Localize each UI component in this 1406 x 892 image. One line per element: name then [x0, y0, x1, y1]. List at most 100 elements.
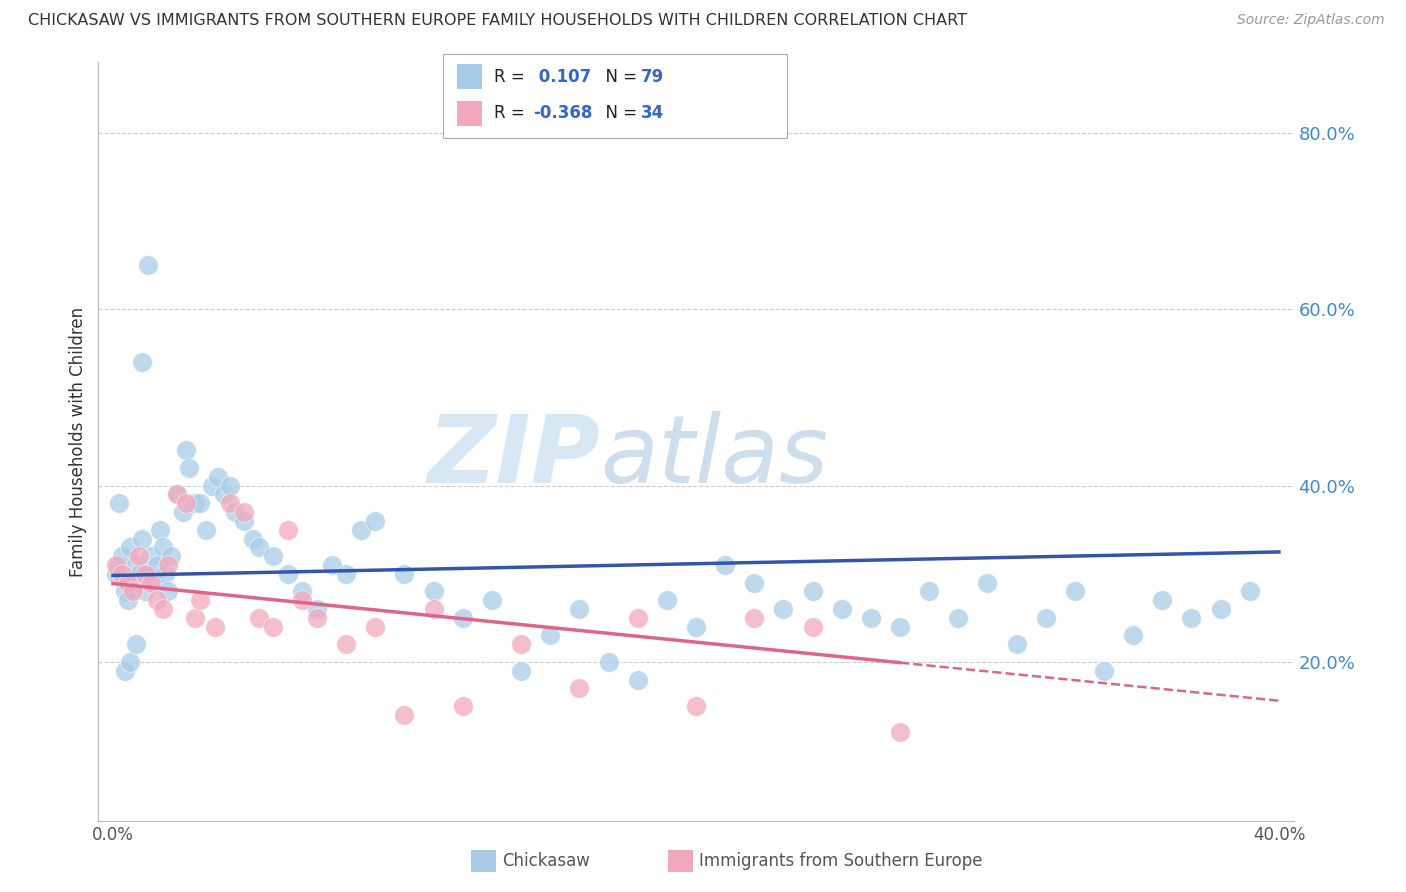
Point [627, 611, 650, 625]
Point [174, 443, 197, 458]
Point [1064, 584, 1087, 599]
Point [134, 584, 156, 599]
Point [108, 558, 131, 572]
Point [1122, 628, 1144, 642]
Point [218, 496, 240, 510]
Point [120, 541, 142, 555]
Point [242, 532, 264, 546]
Y-axis label: Family Households with Children: Family Households with Children [69, 307, 87, 576]
Point [510, 664, 533, 678]
Point [142, 575, 165, 590]
Point [291, 593, 314, 607]
Point [889, 725, 911, 739]
Point [172, 505, 194, 519]
Point [1239, 584, 1261, 599]
Point [218, 478, 240, 492]
Point [262, 549, 284, 563]
Point [422, 584, 444, 599]
Point [145, 593, 167, 607]
Point [183, 611, 205, 625]
Point [111, 549, 134, 563]
Point [350, 523, 373, 537]
Point [149, 523, 172, 537]
Point [111, 566, 134, 581]
Point [291, 584, 314, 599]
Point [128, 566, 150, 581]
Point [305, 611, 328, 625]
Text: N =: N = [595, 104, 643, 122]
Point [538, 628, 561, 642]
Point [889, 620, 911, 634]
Point [152, 541, 174, 555]
Point [155, 566, 177, 581]
Point [685, 620, 707, 634]
Point [166, 487, 188, 501]
Point [247, 541, 270, 555]
Point [131, 355, 153, 369]
Text: -0.368: -0.368 [533, 104, 592, 122]
Text: 34: 34 [641, 104, 665, 122]
Point [364, 514, 387, 528]
Point [120, 655, 142, 669]
Point [108, 496, 131, 510]
Point [394, 566, 416, 581]
Point [627, 673, 650, 687]
Point [422, 602, 444, 616]
Text: CHICKASAW VS IMMIGRANTS FROM SOUTHERN EUROPE FAMILY HOUSEHOLDS WITH CHILDREN COR: CHICKASAW VS IMMIGRANTS FROM SOUTHERN EU… [28, 13, 967, 29]
Point [131, 532, 153, 546]
Point [1035, 611, 1057, 625]
Point [918, 584, 941, 599]
Point [364, 620, 387, 634]
Point [510, 637, 533, 651]
Point [451, 699, 474, 714]
Point [157, 584, 180, 599]
Point [742, 611, 765, 625]
Point [195, 523, 218, 537]
Point [1209, 602, 1232, 616]
Point [136, 258, 159, 272]
Point [859, 611, 882, 625]
Point [166, 487, 188, 501]
Point [160, 549, 183, 563]
Text: Source: ZipAtlas.com: Source: ZipAtlas.com [1237, 13, 1385, 28]
Point [394, 707, 416, 722]
Text: 0.107: 0.107 [533, 68, 591, 86]
Point [177, 461, 200, 475]
Point [212, 487, 235, 501]
Point [204, 620, 226, 634]
Text: N =: N = [595, 68, 643, 86]
Point [117, 575, 139, 590]
Point [152, 602, 174, 616]
Point [139, 549, 162, 563]
Text: Chickasaw: Chickasaw [502, 852, 591, 870]
Point [801, 620, 824, 634]
Point [948, 611, 970, 625]
Point [481, 593, 503, 607]
Point [742, 575, 765, 590]
Point [1092, 664, 1115, 678]
Text: ZIP: ZIP [427, 410, 600, 503]
Point [451, 611, 474, 625]
Point [277, 566, 299, 581]
Point [685, 699, 707, 714]
Point [207, 470, 229, 484]
Text: 79: 79 [641, 68, 665, 86]
Text: atlas: atlas [600, 411, 828, 502]
Point [125, 558, 148, 572]
Point [831, 602, 853, 616]
Point [104, 558, 127, 572]
Point [335, 637, 357, 651]
Point [277, 523, 299, 537]
Point [233, 505, 256, 519]
Point [1005, 637, 1028, 651]
Point [190, 593, 212, 607]
Point [190, 496, 212, 510]
Point [122, 575, 145, 590]
Point [136, 566, 159, 581]
Point [134, 566, 156, 581]
Point [139, 575, 162, 590]
Point [157, 558, 180, 572]
Point [114, 664, 136, 678]
Point [976, 575, 998, 590]
Point [174, 496, 197, 510]
